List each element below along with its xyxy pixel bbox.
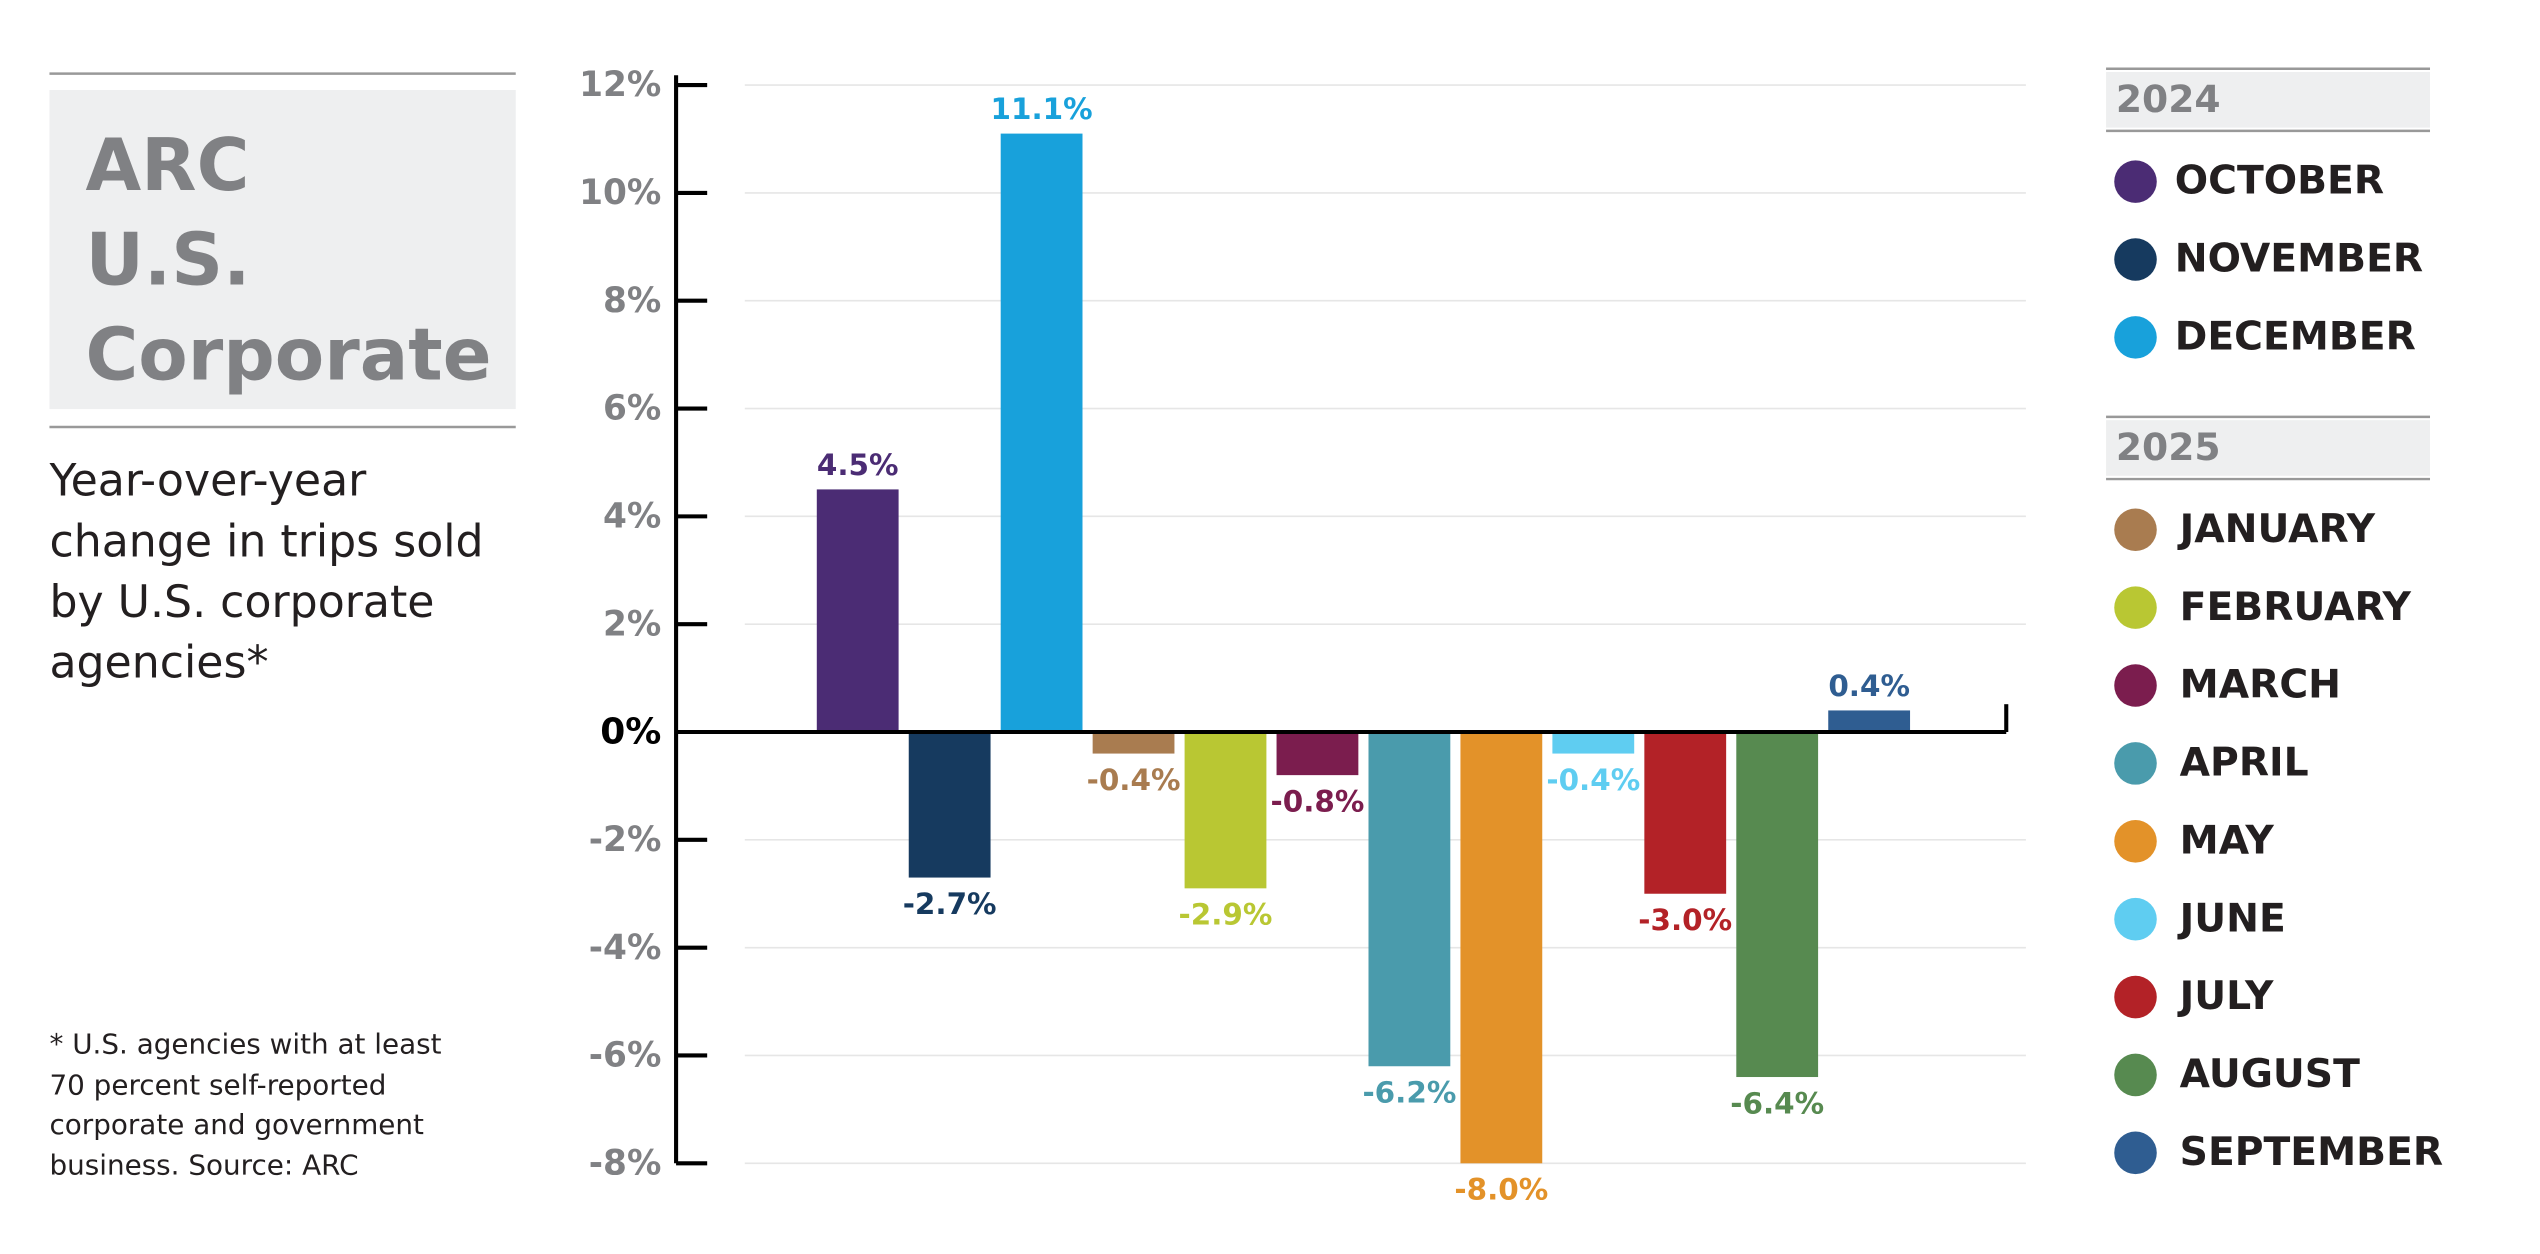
legend-swatch <box>2114 508 2157 552</box>
bar <box>816 489 899 733</box>
bar <box>1276 732 1359 776</box>
legend-heading-box <box>2106 71 2431 128</box>
legend-label: APRIL <box>2180 741 2309 786</box>
legend-label: FEBRUARY <box>2180 585 2412 630</box>
bar <box>1736 732 1819 1078</box>
legend-swatch <box>2114 975 2157 1019</box>
y-tick-label: 2% <box>603 604 661 644</box>
legend-label: JULY <box>2177 974 2274 1019</box>
bar <box>1552 732 1635 754</box>
title-wrap: ARC U.S. Corporate Air Trips <box>85 124 492 414</box>
y-tick-label: -8% <box>589 1143 662 1183</box>
y-tick-label: 10% <box>579 173 661 213</box>
y-tick-label: 12% <box>579 65 661 105</box>
note-wrap: * U.S. agencies with at least 70 percent… <box>49 1029 442 1183</box>
legend-heading: 2025 <box>2116 425 2221 469</box>
value-label: -0.4% <box>1546 763 1640 797</box>
legend-swatch <box>2114 1131 2157 1175</box>
bar <box>1828 710 1911 733</box>
legend-swatch <box>2114 742 2157 785</box>
legend-label: JUNE <box>2177 896 2286 941</box>
bar <box>1460 732 1543 1164</box>
legend-swatch <box>2114 316 2157 359</box>
title-box <box>49 89 516 410</box>
bar <box>1184 732 1267 889</box>
y-tick-label: -2% <box>589 820 662 860</box>
legend-swatch <box>2114 664 2157 707</box>
value-label: 4.5% <box>817 448 899 482</box>
y-tick-label: -6% <box>589 1036 662 1076</box>
value-label: -2.9% <box>1179 898 1273 932</box>
bar <box>1000 133 1083 733</box>
value-label: 0.4% <box>1828 669 1910 703</box>
value-label: -8.0% <box>1454 1173 1548 1207</box>
value-label: 11.1% <box>991 92 1093 126</box>
bar <box>1092 732 1175 754</box>
bar <box>908 732 991 878</box>
y-tick-label: 0% <box>600 712 661 753</box>
legend-swatch <box>2114 1053 2157 1097</box>
legend-label: SEPTEMBER <box>2180 1130 2443 1175</box>
legend-label: MAY <box>2180 818 2275 863</box>
subtitle: Year-over-year change in trips sold by U… <box>49 456 484 689</box>
value-label: -3.0% <box>1638 903 1732 937</box>
legend-swatch <box>2114 897 2157 941</box>
value-label: -0.8% <box>1271 784 1365 818</box>
y-tick-label: 4% <box>603 496 661 536</box>
value-label: -0.4% <box>1087 763 1181 797</box>
legend-label: MARCH <box>2180 663 2341 708</box>
legend-label: DECEMBER <box>2175 315 2416 360</box>
footnote: * U.S. agencies with at least 70 percent… <box>49 1029 442 1183</box>
bar <box>1644 732 1727 894</box>
legend-heading: 2024 <box>2116 77 2221 121</box>
bar <box>1368 732 1451 1067</box>
legend-heading-box <box>2106 420 2431 476</box>
legend-swatch <box>2114 160 2157 203</box>
legend-swatch <box>2114 586 2157 629</box>
value-label: -6.2% <box>1362 1076 1456 1110</box>
y-tick-label: -4% <box>589 928 662 968</box>
subtitle-wrap: Year-over-year change in trips sold by U… <box>49 456 484 689</box>
y-tick-label: 6% <box>603 389 661 429</box>
y-tick-label: 8% <box>603 281 661 321</box>
value-label: -6.4% <box>1730 1086 1824 1120</box>
legend-swatch <box>2114 820 2157 863</box>
legend-label: NOVEMBER <box>2175 237 2423 282</box>
legend-swatch <box>2114 238 2157 281</box>
chart-title: ARC U.S. Corporate Air Trips <box>85 124 492 414</box>
legend-label: AUGUST <box>2180 1052 2360 1097</box>
legend-label: OCTOBER <box>2175 159 2384 204</box>
legend-label: JANUARY <box>2177 507 2376 552</box>
value-label: -2.7% <box>903 887 997 921</box>
